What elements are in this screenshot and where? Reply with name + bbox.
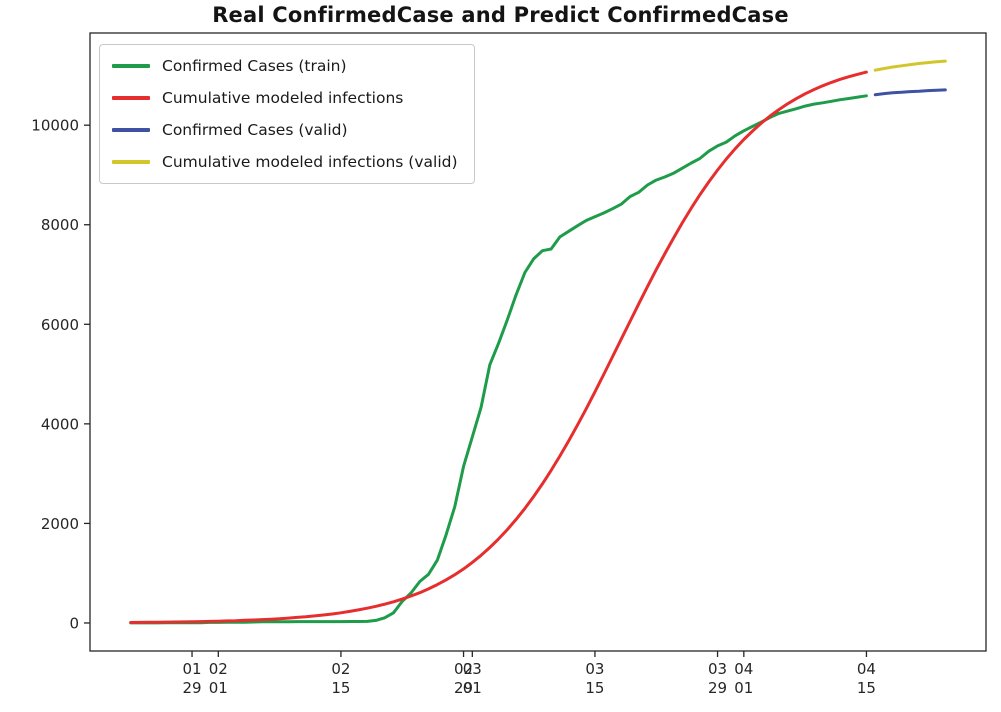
legend-line-swatch: [112, 160, 150, 164]
legend-line-swatch: [112, 96, 150, 100]
x-tick-label: 03 01: [463, 660, 482, 697]
legend-label: Cumulative modeled infections: [162, 89, 404, 107]
legend-label: Cumulative modeled infections (valid): [162, 153, 458, 171]
legend-label: Confirmed Cases (train): [162, 57, 347, 75]
x-tick-label: 04 01: [734, 660, 753, 697]
y-tick-label: 6000: [41, 316, 79, 334]
legend-label: Confirmed Cases (valid): [162, 121, 348, 139]
x-tick-label: 02 01: [209, 660, 228, 697]
legend-line-swatch: [112, 128, 150, 132]
y-tick-label: 4000: [41, 415, 79, 433]
legend-line-swatch: [112, 64, 150, 68]
y-tick-label: 0: [69, 614, 79, 632]
series-line: [129, 70, 868, 624]
y-tick-label: 2000: [41, 515, 79, 533]
x-tick-label: 01 29: [182, 660, 201, 697]
legend-item: Confirmed Cases (train): [112, 55, 458, 77]
x-tick-label: 03 15: [585, 660, 604, 697]
series-line: [873, 88, 947, 97]
x-tick-label: 03 29: [708, 660, 727, 697]
legend-item: Cumulative modeled infections: [112, 87, 458, 109]
x-tick-label: 02 15: [331, 660, 350, 697]
axes-frame: [89, 32, 987, 652]
x-tick-label: 02 29: [454, 660, 473, 697]
y-tick-label: 10000: [31, 117, 79, 135]
legend: Confirmed Cases (train) Cumulative modele…: [99, 44, 475, 184]
x-tick-label: 04 15: [857, 660, 876, 697]
series-line: [129, 94, 868, 625]
legend-item: Cumulative modeled infections (valid): [112, 151, 458, 173]
y-tick-label: 8000: [41, 216, 79, 234]
series-line: [873, 59, 947, 72]
legend-item: Confirmed Cases (valid): [112, 119, 458, 141]
chart-title: Real ConfirmedCase and Predict Confirmed…: [212, 3, 789, 27]
